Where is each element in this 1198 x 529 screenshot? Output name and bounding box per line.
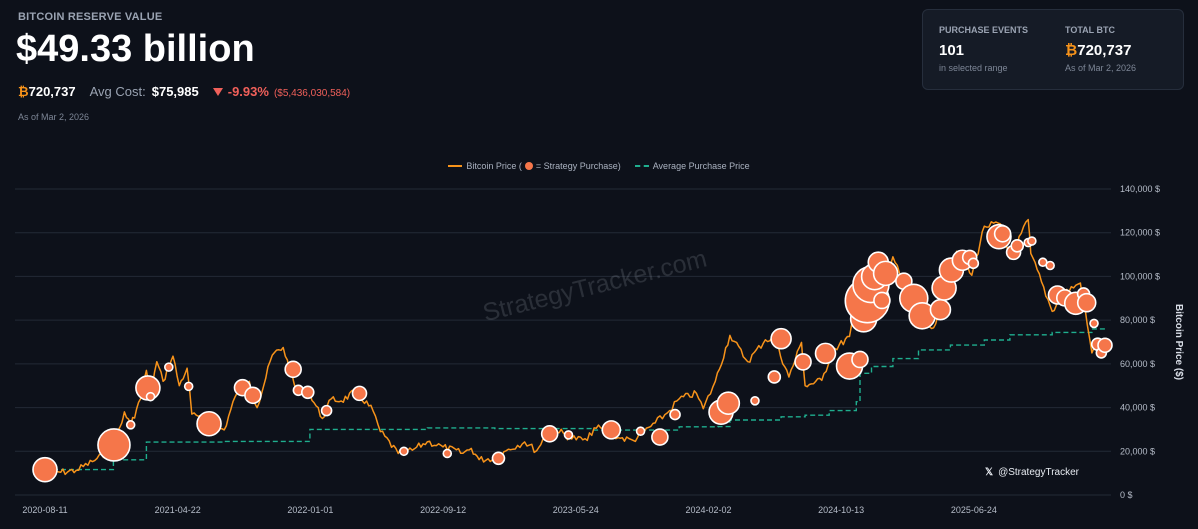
- purchase-bubble[interactable]: [967, 257, 980, 270]
- bitcoin-icon: ₿: [1065, 42, 1078, 59]
- purchase-bubble[interactable]: [491, 451, 506, 466]
- x-logo-icon: 𝕏: [985, 467, 994, 478]
- x-tick-label: 2022-09-12: [420, 505, 466, 515]
- avg-cost-value: $75,985: [151, 84, 199, 99]
- purchase-bubble[interactable]: [767, 370, 782, 384]
- credit-handle: @StrategyTracker: [998, 467, 1079, 478]
- x-tick-label: 2022-01-01: [287, 505, 333, 515]
- y-tick-label: 20,000 $: [1120, 446, 1155, 456]
- y-tick-label: 60,000 $: [1120, 359, 1155, 369]
- total-btc-stat: TOTAL BTC ₿720,737 As of Mar 2, 2026: [1065, 25, 1136, 73]
- purchase-bubble[interactable]: [770, 327, 792, 350]
- purchase-bubble[interactable]: [872, 260, 899, 287]
- purchase-dot-icon: [524, 162, 533, 170]
- purchase-bubbles: [32, 223, 1113, 483]
- purchase-bubble[interactable]: [145, 391, 156, 402]
- purchase-bubble[interactable]: [669, 408, 681, 421]
- x-tick-label: 2025-06-24: [951, 505, 997, 515]
- purchase-bubble[interactable]: [300, 385, 315, 400]
- bitcoin-price-line: [44, 218, 1106, 476]
- avg-cost-label: Avg Cost:: [89, 84, 146, 99]
- x-tick-label: 2024-10-13: [818, 505, 864, 515]
- grid: [15, 188, 1111, 496]
- legend-item-price[interactable]: Bitcoin Price ( = Strategy Purchase): [448, 161, 621, 171]
- purchase-events-stat: PURCHASE EVENTS 101 in selected range: [939, 25, 1028, 73]
- y-tick-label: 40,000 $: [1120, 403, 1155, 413]
- x-tick-label: 2023-05-24: [553, 505, 599, 515]
- dashed-line-swatch-icon: [634, 165, 649, 167]
- purchase-bubble[interactable]: [814, 342, 837, 365]
- y-axis-label: Bitcoin Price ($): [1173, 304, 1184, 380]
- total-btc-value: 720,737: [1077, 42, 1132, 59]
- purchase-bubble[interactable]: [1010, 239, 1025, 253]
- x-axis: 2020-08-11 2021-04-22 2022-01-01 2022-09-12…: [22, 505, 997, 515]
- purchase-bubble[interactable]: [716, 391, 741, 416]
- total-btc-label: TOTAL BTC: [1065, 25, 1115, 35]
- purchase-bubble[interactable]: [284, 360, 302, 379]
- purchase-bubble[interactable]: [750, 395, 760, 406]
- purchase-bubble[interactable]: [1027, 236, 1037, 246]
- line-swatch-icon: [448, 165, 463, 167]
- purchase-bubble[interactable]: [196, 410, 222, 437]
- purchase-bubble[interactable]: [873, 291, 891, 310]
- change-percent: -9.93%: [227, 84, 269, 99]
- purchase-bubble[interactable]: [601, 420, 622, 440]
- legend-item-average[interactable]: Average Purchase Price: [634, 161, 750, 171]
- as-of-date: As of Mar 2, 2026: [18, 112, 90, 122]
- y-tick-label: 100,000 $: [1120, 271, 1160, 281]
- purchase-bubble[interactable]: [125, 420, 136, 430]
- purchase-bubble[interactable]: [929, 298, 952, 321]
- y-tick-label: 140,000 $: [1120, 184, 1160, 194]
- purchase-bubble[interactable]: [540, 424, 559, 443]
- legend-price-suffix: = Strategy Purchase): [535, 161, 621, 171]
- purchase-bubble[interactable]: [320, 404, 333, 417]
- purchase-events-sub: in selected range: [939, 63, 1008, 73]
- purchase-bubble[interactable]: [1097, 337, 1113, 354]
- credit[interactable]: 𝕏 @StrategyTracker: [985, 467, 1079, 478]
- change-absolute: ($5,436,030,584): [273, 88, 351, 99]
- purchase-bubble[interactable]: [244, 386, 262, 405]
- purchase-bubble[interactable]: [399, 446, 409, 457]
- purchase-bubble[interactable]: [651, 428, 669, 446]
- purchase-events-label: PURCHASE EVENTS: [939, 25, 1029, 35]
- bitcoin-icon: ₿: [18, 84, 29, 99]
- purchase-bubble[interactable]: [183, 381, 194, 392]
- purchase-bubble[interactable]: [442, 448, 453, 459]
- chart-legend: Bitcoin Price ( = Strategy Purchase) Ave…: [0, 161, 1198, 171]
- y-tick-label: 120,000 $: [1120, 228, 1160, 238]
- purchase-bubble[interactable]: [1076, 292, 1097, 313]
- purchase-events-value: 101: [939, 42, 965, 59]
- x-tick-label: 2024-02-02: [685, 505, 731, 515]
- x-tick-label: 2021-04-22: [155, 505, 201, 515]
- x-tick-label: 2020-08-11: [22, 505, 67, 515]
- purchase-bubble[interactable]: [851, 350, 869, 369]
- reserve-value-label: BITCOIN RESERVE VALUE: [18, 11, 163, 23]
- y-axis: 0 $ 20,000 $ 40,000 $ 60,000 $ 80,000 $ 100,0…: [1120, 184, 1160, 500]
- average-purchase-line: [45, 328, 1105, 471]
- btc-held-value: 720,737: [28, 84, 76, 99]
- reserve-value: $49.33 billion: [16, 28, 255, 70]
- purchase-bubble[interactable]: [32, 456, 58, 483]
- purchase-bubble[interactable]: [97, 428, 131, 462]
- total-btc-sub: As of Mar 2, 2026: [1065, 63, 1137, 73]
- down-arrow-icon: [212, 88, 223, 96]
- y-tick-label: 0 $: [1120, 490, 1133, 500]
- purchase-bubble[interactable]: [993, 225, 1012, 243]
- purchase-bubble[interactable]: [164, 362, 174, 372]
- legend-average-label: Average Purchase Price: [652, 161, 750, 171]
- stats-card: PURCHASE EVENTS 101 in selected range TO…: [922, 9, 1184, 90]
- y-tick-label: 80,000 $: [1120, 315, 1155, 325]
- legend-price-prefix: Bitcoin Price (: [466, 161, 522, 171]
- purchase-bubble[interactable]: [1089, 318, 1099, 329]
- purchase-bubble[interactable]: [563, 430, 574, 440]
- purchase-bubble[interactable]: [635, 426, 646, 436]
- total-btc-value-row: ₿720,737: [1065, 42, 1136, 59]
- holdings-summary: ₿ 720,737 Avg Cost: $75,985 -9.93% ($5,4…: [18, 84, 350, 99]
- purchase-bubble[interactable]: [351, 385, 368, 402]
- purchase-bubble[interactable]: [1045, 260, 1055, 271]
- purchase-bubble[interactable]: [794, 353, 812, 371]
